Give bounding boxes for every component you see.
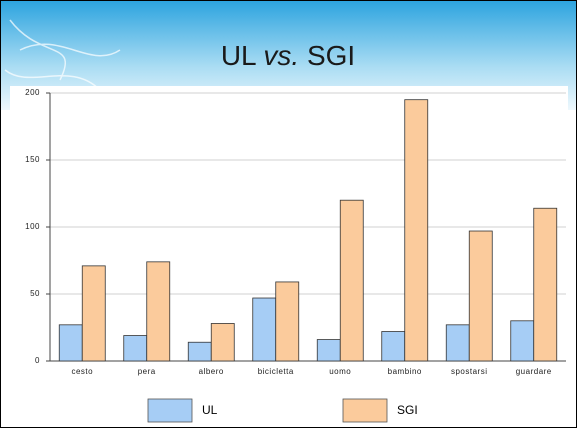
x-tick-label: albero [199, 367, 224, 376]
bar [317, 340, 340, 361]
y-tick-label: 100 [25, 222, 40, 231]
legend-label: SGI [397, 403, 418, 417]
bar [276, 282, 299, 361]
y-tick-label: 200 [25, 88, 40, 97]
slide: UL vs. SGI 0 50 100 150 200 cesto pera albero bi… [0, 0, 577, 428]
x-tick-label: uomo [329, 367, 351, 376]
bar [253, 298, 276, 361]
legend-swatch [343, 399, 387, 422]
bar [124, 336, 147, 361]
legend-label: UL [202, 403, 218, 417]
bar [59, 325, 82, 361]
title-part: SGI [307, 40, 355, 71]
bar [534, 208, 557, 361]
chart-title: UL vs. SGI [221, 40, 355, 71]
y-tick-label: 150 [25, 155, 40, 164]
x-tick-label: guardare [516, 367, 552, 376]
title-part: UL [221, 40, 256, 71]
bar [211, 323, 234, 361]
y-tick-label: 50 [30, 289, 40, 298]
bar [82, 266, 105, 361]
bar [340, 200, 363, 361]
x-tick-label: spostarsi [451, 367, 488, 376]
x-tick-label: cesto [71, 367, 93, 376]
bar [405, 100, 428, 361]
bar [469, 231, 492, 361]
bar [382, 332, 405, 361]
bar [147, 262, 170, 361]
x-tick-label: bicicletta [258, 367, 294, 376]
legend-swatch [148, 399, 192, 422]
y-tick-label: 0 [35, 356, 40, 365]
bar [511, 321, 534, 361]
x-tick-label: bambino [388, 367, 422, 376]
bar [188, 342, 211, 361]
x-tick-label: pera [138, 367, 156, 376]
bar [446, 325, 469, 361]
title-part: vs. [263, 40, 299, 71]
